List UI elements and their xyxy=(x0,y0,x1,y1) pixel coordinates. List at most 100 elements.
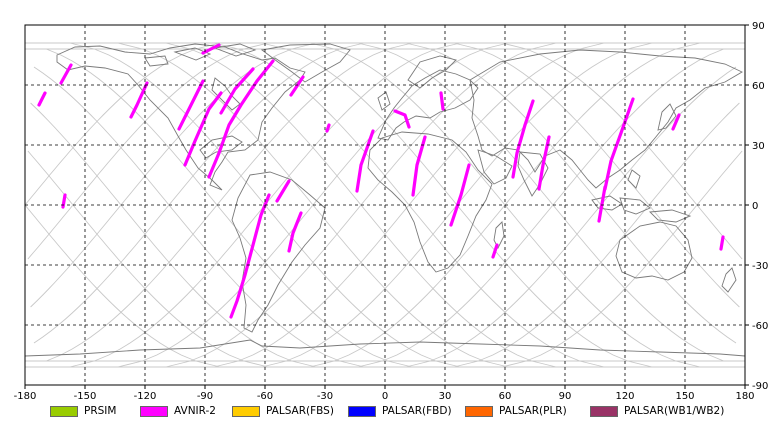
x-tick-label: -30 xyxy=(317,391,333,402)
coast-australia xyxy=(615,221,693,281)
orbit-track xyxy=(30,42,317,308)
legend-swatch xyxy=(50,405,78,417)
legend-swatch xyxy=(465,405,493,417)
observation-swath xyxy=(439,91,445,111)
x-tick-label: 30 xyxy=(439,391,452,402)
observation-swath xyxy=(511,99,535,179)
coast-indonesia xyxy=(591,169,692,223)
x-tick-label: 90 xyxy=(559,391,572,402)
legend-item: PRSIM xyxy=(50,404,116,418)
orbit-track xyxy=(33,66,365,368)
x-tick-label: 150 xyxy=(675,391,694,402)
observation-swath xyxy=(183,91,223,167)
orbit-track xyxy=(357,42,724,362)
coast-scandinavia xyxy=(407,55,457,89)
legend: PRSIM AVNIR-2 PALSAR(FBS) PALSAR(FBD) PALSAR… xyxy=(0,400,770,422)
observation-swath xyxy=(207,59,275,179)
observation-swath xyxy=(275,179,291,203)
observation-swath xyxy=(393,109,411,129)
y-tick-label: 0 xyxy=(752,201,758,212)
coast-south-america xyxy=(231,171,326,333)
graticule xyxy=(25,25,745,385)
y-tick-label: 90 xyxy=(752,21,765,32)
legend-item: PALSAR(WB1/WB2) xyxy=(590,404,724,418)
orbit-track xyxy=(453,102,740,368)
y-tick-label: -60 xyxy=(752,321,768,332)
observation-swath xyxy=(449,163,471,227)
legend-item: PALSAR(FBS) xyxy=(232,404,334,418)
orbit-track xyxy=(27,42,269,260)
orbit-track xyxy=(46,42,413,362)
observation-swath xyxy=(671,113,681,131)
x-tick-label: 180 xyxy=(735,391,754,402)
y-tick-label: -90 xyxy=(752,381,768,392)
coast-new-zealand xyxy=(721,267,737,293)
coast-gulf-mexico xyxy=(199,135,243,159)
orbit-track xyxy=(405,42,737,344)
orbit-track xyxy=(24,42,221,206)
legend-label: PALSAR(PLR) xyxy=(499,405,567,417)
orbit-track xyxy=(27,150,269,368)
coast-antarctica xyxy=(24,339,746,357)
orbit-track xyxy=(46,48,413,368)
coast-madagascar xyxy=(493,221,505,250)
legend-item: PALSAR(PLR) xyxy=(465,404,567,418)
legend-swatch xyxy=(140,405,168,417)
observation-swath xyxy=(129,81,149,119)
observation-swath xyxy=(355,129,375,193)
orbit-track xyxy=(453,42,740,308)
legend-swatch xyxy=(348,405,376,417)
coast-india xyxy=(517,151,549,197)
coastlines xyxy=(24,43,746,357)
orbit-track xyxy=(501,150,743,368)
legend-label: PRSIM xyxy=(84,405,117,417)
orbit-track xyxy=(33,42,365,344)
legend-label: PALSAR(FBD) xyxy=(382,405,452,417)
x-tick-label: -120 xyxy=(134,391,157,402)
observation-swath xyxy=(597,185,607,223)
coast-asia xyxy=(469,49,743,189)
coast-north-america xyxy=(56,43,306,191)
observation-swath xyxy=(491,243,499,259)
observation-swath xyxy=(59,63,73,85)
x-axis-ticks: -180 -150 -120 -90 -60 -30 0 30 60 90 120 150 180 xyxy=(14,385,755,402)
coast-arctic-islands xyxy=(144,43,257,67)
orbit-track xyxy=(24,204,221,368)
x-tick-label: -180 xyxy=(14,391,37,402)
observation-swath xyxy=(219,67,255,115)
x-tick-label: -60 xyxy=(257,391,273,402)
x-tick-label: 60 xyxy=(499,391,512,402)
y-tick-label: -30 xyxy=(752,261,768,272)
observation-swath xyxy=(201,43,221,55)
observation-swath xyxy=(603,97,635,191)
observation-swath xyxy=(537,135,551,191)
orbit-track xyxy=(501,42,743,260)
orbit-track xyxy=(30,102,317,368)
orbit-track xyxy=(357,48,724,368)
observation-swath xyxy=(287,211,303,253)
x-tick-label: 120 xyxy=(615,391,634,402)
observation-swath xyxy=(289,75,305,97)
coast-hudson-bay xyxy=(211,77,241,111)
observation-swath xyxy=(37,91,47,107)
legend-swatch xyxy=(232,405,260,417)
legend-item: PALSAR(FBD) xyxy=(348,404,452,418)
y-tick-label: 60 xyxy=(752,81,765,92)
observation-swath xyxy=(177,79,205,131)
coast-africa xyxy=(367,131,493,273)
coast-arabia xyxy=(477,149,513,185)
y-axis-ticks: 90 60 30 0 -30 -60 -90 xyxy=(745,21,768,392)
legend-label: PALSAR(FBS) xyxy=(266,405,334,417)
coast-japan xyxy=(657,103,677,131)
legend-swatch xyxy=(590,405,618,417)
legend-item: AVNIR-2 xyxy=(140,404,216,418)
observation-swath xyxy=(325,123,331,133)
coast-britain xyxy=(377,91,391,111)
legend-label: PALSAR(WB1/WB2) xyxy=(624,405,725,417)
avnir2-observations xyxy=(37,43,725,319)
coast-europe xyxy=(377,69,479,141)
observation-swath xyxy=(229,193,271,319)
observation-swath xyxy=(411,135,427,197)
